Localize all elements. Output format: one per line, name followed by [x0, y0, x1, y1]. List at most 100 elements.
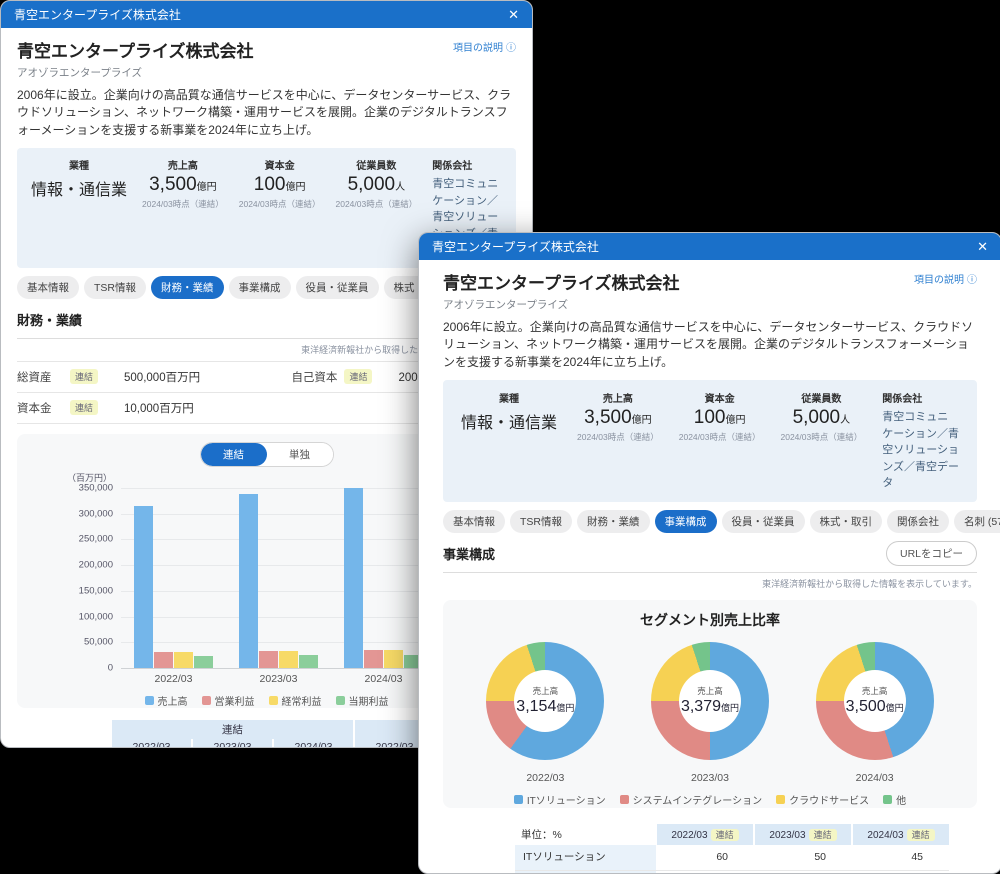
- copy-url-button[interactable]: URLをコピー: [885, 540, 977, 566]
- bar-当期利益: [299, 654, 318, 668]
- field-value: 10,000百万円: [124, 402, 194, 415]
- section-title: 財務・業績: [17, 312, 83, 328]
- bar-plot: 350,000 300,000 250,000 200,000 150,000 100,0…: [79, 482, 461, 673]
- item-description-link[interactable]: 項目の説明 ⓘ: [914, 271, 977, 286]
- segment-table-head: 単位：% 2022/03 連結 2023/03 連結 2024/03 連結: [515, 823, 949, 845]
- legend-swatch: [201, 695, 211, 705]
- period-label: 2024/03: [867, 829, 904, 841]
- y-axis-tick: 350,000: [78, 482, 113, 494]
- front-window-body: 青空エンタープライズ株式会社 項目の説明 ⓘ アオゾラエンタープライズ 2006年…: [419, 269, 1000, 873]
- close-icon[interactable]: ✕: [977, 239, 988, 254]
- donut-caption: 2023/03: [691, 771, 729, 784]
- tab-item[interactable]: 財務・業績: [577, 509, 650, 533]
- item-description-link[interactable]: 項目の説明 ⓘ: [453, 39, 516, 54]
- legend-item: 当期利益: [335, 693, 389, 708]
- capital-note: 2024/03時点（連結）: [238, 199, 321, 210]
- legend-swatch: [513, 794, 523, 804]
- consolidated-badge: 連結: [906, 828, 935, 841]
- company-furigana: アオゾラエンタープライズ: [443, 299, 569, 311]
- source-note: 東洋経済新報社から取得した情報を表示しています。: [762, 578, 977, 589]
- gridline: [121, 487, 461, 489]
- capital-unit: 億円: [285, 182, 306, 194]
- tab-item[interactable]: 株式・取引: [809, 509, 882, 533]
- donut-center-value: 3,379: [680, 698, 721, 716]
- bar-売上高: [134, 505, 153, 668]
- employees-unit: 人: [840, 415, 851, 427]
- back-titlebar: 青空エンタープライズ株式会社 ✕: [1, 1, 532, 28]
- field-item: 資本金 連結 10,000百万円: [17, 400, 291, 416]
- window-title: 青空エンタープライズ株式会社: [14, 8, 181, 22]
- related-value: 青空コミュニケーション／青空ソリューションズ／青空データ: [882, 411, 959, 490]
- legend-label: ITソリューション: [526, 795, 606, 807]
- period-label: 2023/03: [769, 829, 806, 841]
- employees-stat: 従業員数 5,000人 2024/03時点（連結）: [335, 157, 417, 210]
- tab-item[interactable]: 基本情報: [17, 275, 79, 299]
- tab-item[interactable]: TSR情報: [510, 509, 572, 533]
- employees-label: 従業員数: [801, 394, 842, 406]
- gridline: [121, 667, 461, 669]
- consolidated-toggle: 連結 単独: [199, 441, 334, 467]
- column-header: 2023/03: [191, 738, 274, 747]
- gridline: [121, 564, 461, 566]
- sales-unit: 億円: [196, 182, 217, 194]
- capital-note: 2024/03時点（連結）: [678, 432, 761, 443]
- tab-item[interactable]: 基本情報: [443, 509, 505, 533]
- tab-item[interactable]: 名刺 (579): [954, 509, 1000, 533]
- legend-swatch: [335, 695, 345, 705]
- bar-経常利益: [174, 651, 193, 668]
- tab-item[interactable]: 事業構成: [654, 509, 717, 533]
- gridline: [121, 538, 461, 540]
- y-axis-tick: 150,000: [78, 585, 113, 597]
- capital-stat: 資本金 100億円 2024/03時点（連結）: [239, 157, 321, 210]
- gridline: [121, 513, 461, 515]
- column-header: 2022/03: [353, 738, 435, 747]
- tab-item[interactable]: 関係会社: [887, 509, 949, 533]
- tab-item[interactable]: 役員・従業員: [295, 275, 379, 299]
- donut-chart: 売上高 3,500億円 2024/03: [815, 641, 934, 784]
- segment-chart-card: セグメント別売上比率 売上高 3,154億円 2022/03 売上高 3,379億円 20…: [443, 599, 977, 808]
- industry-label: 業種: [69, 161, 89, 173]
- employees-note: 2024/03時点（連結）: [780, 432, 863, 443]
- capital-label: 資本金: [264, 161, 295, 173]
- donut-row: 売上高 3,154億円 2022/03 売上高 3,379億円 2023/03 売上高 3,5…: [443, 641, 977, 784]
- donut-center: 売上高 3,379億円: [678, 669, 741, 732]
- bar-売上高: [344, 487, 363, 668]
- tab-item[interactable]: TSR情報: [84, 275, 146, 299]
- donut-center: 売上高 3,154億円: [514, 669, 577, 732]
- legend-label: 売上高: [157, 696, 188, 708]
- toggle-standalone[interactable]: 単独: [266, 442, 333, 466]
- company-name: 青空エンタープライズ株式会社: [443, 274, 680, 293]
- legend-item: 営業利益: [201, 693, 255, 708]
- segment-legend: ITソリューション システムインテグレーション クラウドサービス 他: [443, 792, 977, 807]
- employees-value: 5,000: [792, 407, 841, 429]
- column-header: 2022/03: [110, 738, 193, 747]
- category-label: 2024/03: [364, 672, 403, 685]
- company-description: 2006年に設立。企業向けの高品質な通信サービスを中心に、データセンターサービス…: [443, 320, 974, 369]
- employees-stat: 従業員数 5,000人 2024/03時点（連結）: [780, 390, 862, 443]
- tab-item[interactable]: 財務・業績: [151, 275, 224, 299]
- toggle-consolidated[interactable]: 連結: [200, 442, 267, 466]
- donut-center-value-row: 3,500億円: [846, 698, 904, 716]
- company-description: 2006年に設立。企業向けの高品質な通信サービスを中心に、データセンターサービス…: [17, 88, 512, 137]
- row-label: ITソリューション: [515, 844, 656, 872]
- y-axis-tick: 300,000: [78, 508, 113, 520]
- section-header: 事業構成 URLをコピー: [443, 540, 977, 573]
- field-item: 総資産 連結 500,000百万円: [17, 369, 291, 385]
- segment-table-body: ITソリューション605045システムインテグレーション152530クラウドサー…: [515, 844, 949, 873]
- close-icon[interactable]: ✕: [508, 7, 519, 22]
- related-label: 関係会社: [432, 161, 473, 173]
- related-label: 関係会社: [882, 394, 923, 406]
- column-header: 2023/03 連結: [753, 823, 852, 845]
- window-title: 青空エンタープライズ株式会社: [432, 240, 599, 254]
- y-axis-tick: 0: [107, 662, 113, 674]
- tab-item[interactable]: 役員・従業員: [721, 509, 805, 533]
- bar-売上高: [239, 493, 258, 668]
- tab-item[interactable]: 事業構成: [228, 275, 291, 299]
- legend-label: 当期利益: [348, 696, 389, 708]
- consolidated-badge: 連結: [70, 400, 99, 416]
- legend-swatch: [776, 794, 786, 804]
- help-link-label: 項目の説明: [914, 275, 964, 286]
- unit-label: 単位：%: [521, 828, 562, 841]
- donut-center-unit: 億円: [556, 703, 575, 714]
- employees-unit: 人: [395, 182, 406, 194]
